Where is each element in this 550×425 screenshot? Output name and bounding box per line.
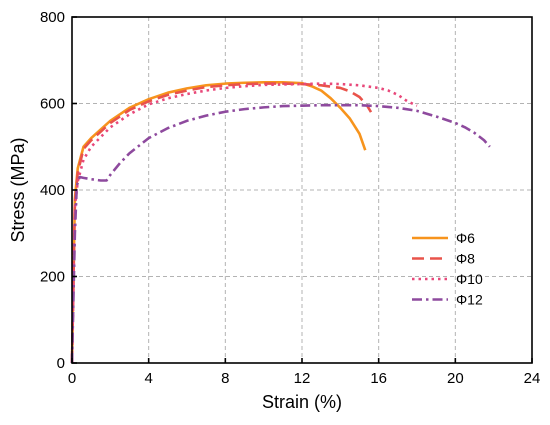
legend-label-3: Φ12 [456, 292, 483, 308]
y-tick-label: 400 [40, 182, 65, 199]
x-tick-label: 24 [524, 370, 541, 387]
axes [71, 16, 533, 364]
x-tick-label: 12 [294, 370, 311, 387]
series-layer [70, 81, 491, 364]
series-line-2 [70, 82, 418, 364]
legend-label-1: Φ8 [456, 251, 475, 267]
x-tick-label: 16 [370, 370, 387, 387]
y-tick-label: 0 [57, 355, 65, 372]
x-tick-label: 20 [447, 370, 464, 387]
legend-label-2: Φ10 [456, 271, 483, 287]
tick-labels: 0 4 8 12 16 20 24 0 200 400 600 800 [40, 9, 540, 387]
y-tick-label: 600 [40, 96, 65, 113]
series-line-0 [70, 81, 367, 364]
x-axis-label: Strain (%) [262, 392, 342, 412]
legend: Φ6 Φ8 Φ10 Φ12 [412, 230, 483, 308]
y-axis-label: Stress (MPa) [8, 137, 28, 242]
y-tick-label: 800 [40, 9, 65, 26]
grid [72, 17, 532, 363]
series-line-1 [70, 82, 373, 364]
x-tick-label: 4 [144, 370, 152, 387]
y-tick-label: 200 [40, 269, 65, 286]
series-line-3 [70, 103, 491, 364]
legend-label-0: Φ6 [456, 230, 475, 246]
x-tick-label: 8 [221, 370, 229, 387]
x-tick-label: 0 [68, 370, 76, 387]
